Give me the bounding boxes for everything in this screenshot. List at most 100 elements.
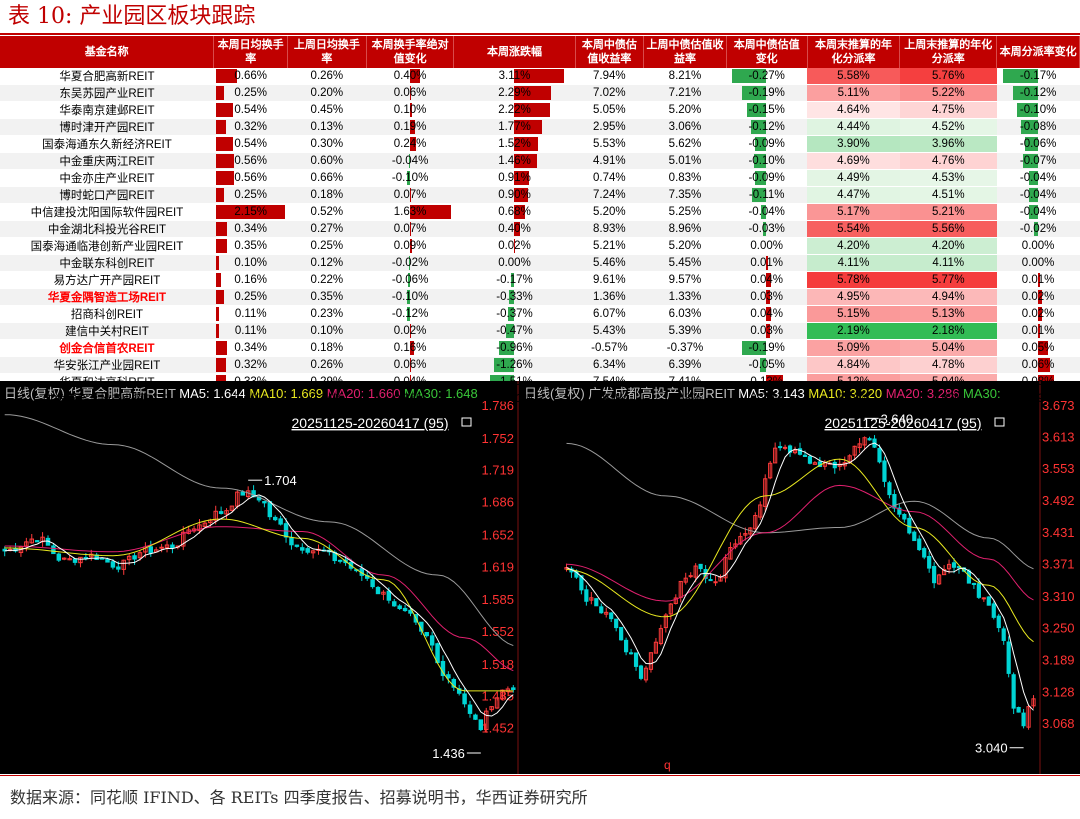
table-row: 华夏合肥高新REIT 0.66% 0.26% 0.40% 3.11% 7.94% 8.21%… [0, 68, 1080, 85]
value-bar [215, 358, 227, 372]
positive-bar [513, 205, 525, 219]
negative-bar [1033, 222, 1038, 236]
table-cell: 4.78% [899, 356, 997, 374]
y-tick-label: 1.752 [481, 431, 514, 446]
negative-bar [751, 120, 767, 134]
table-row: 华泰南京建邺REIT 0.54% 0.45% 0.10% 2.22% 5.05% 5.20%… [0, 101, 1080, 119]
cell-value: 8.21% [668, 70, 702, 82]
candle-body [89, 553, 94, 558]
cell-value: 0.06% [393, 359, 427, 371]
candle-body [753, 515, 758, 530]
candle-body [668, 603, 673, 615]
table-cell: 5.09% [807, 339, 900, 357]
negative-bar [1023, 154, 1038, 168]
cell-value: 0.30% [750, 393, 783, 405]
candle-body [402, 607, 408, 612]
cell-value: -0.10% [748, 155, 785, 167]
heat-fill [899, 357, 997, 373]
cell-value: -0.08% [1019, 121, 1057, 133]
candle-body [170, 544, 175, 549]
title-divider [0, 33, 1080, 35]
table-cell: 华夏合肥高新REIT [0, 68, 214, 85]
table-cell: 4.84% [807, 356, 900, 374]
candle-body [489, 706, 494, 711]
y-tick-label: 3.613 [1042, 430, 1075, 445]
cell-value: 4.64% [837, 104, 870, 116]
candle-body [763, 478, 768, 507]
candle-body [897, 507, 902, 515]
table-cell: 2.95% [575, 118, 644, 136]
cell-value: 华泰南京建邺REIT [59, 105, 155, 117]
cell-value: 5.20% [668, 104, 702, 116]
cell-value: 创金合信首农REIT [59, 343, 155, 355]
table-row: 创金合信首农REIT 0.34% 0.18% 0.16% -0.96% -0.57% -0.… [0, 339, 1080, 357]
candle-body [738, 536, 743, 545]
cell-value: 1.77% [498, 121, 531, 133]
table-cell: -0.10% [366, 288, 454, 306]
positive-bar [766, 273, 772, 287]
table-cell: 0.32% [213, 118, 288, 136]
value-bar [215, 324, 220, 338]
table-cell: 2.19% [807, 322, 900, 340]
cell-value: -0.04% [1019, 189, 1057, 201]
high-label: 1.704 [264, 473, 297, 488]
candle-body [658, 628, 663, 645]
table-cell: 1.33% [643, 288, 727, 306]
positive-bar [513, 103, 550, 117]
table-cell: 0.68% [453, 203, 576, 221]
negative-bar [1029, 171, 1038, 185]
cell-value: 0.02% [393, 325, 427, 337]
table-cell: 6.34% [575, 356, 644, 374]
table-cell: 博时蛇口产园REIT [0, 186, 214, 204]
table-cell: 0.04% [726, 271, 808, 289]
table-cell: 5.22% [899, 84, 997, 102]
heat-fill [807, 357, 900, 373]
cell-value: 0.34% [234, 223, 267, 235]
cell-value: 2.15% [234, 206, 267, 218]
candle-body [922, 548, 927, 558]
cell-value: 1.52% [498, 138, 531, 150]
col-header: 本周末推算的年化分派率 [807, 36, 901, 68]
cell-value: 4.52% [931, 121, 965, 133]
heat-fill [899, 153, 997, 169]
candle-body [1006, 641, 1011, 674]
cell-value: 0.25% [234, 189, 267, 201]
cell-value: -0.47% [496, 325, 533, 337]
candle-body [797, 448, 803, 455]
table-row: 国泰海通临港创新产业园REIT 0.35% 0.25% 0.09% 0.02% 5.21%… [0, 237, 1080, 255]
candle-body [67, 558, 72, 561]
table-cell: 5.45% [643, 254, 727, 272]
table-cell: 4.20% [807, 237, 900, 255]
cell-value: -0.04% [1019, 172, 1057, 184]
cell-value: -0.27% [748, 70, 785, 82]
candle-body [892, 494, 897, 509]
table-cell: 4.47% [807, 186, 900, 204]
cell-value: 1.20% [234, 393, 267, 405]
table-cell: 0.25% [213, 84, 288, 102]
table-cell: 0.52% [287, 203, 367, 221]
candle-body [877, 447, 882, 463]
cell-value: -0.02% [1019, 223, 1057, 235]
cell-value: 0.86% [393, 393, 427, 405]
cell-value: 0.02% [1021, 308, 1055, 320]
cell-value: 4.53% [931, 172, 965, 184]
cell-value: 0.13% [310, 121, 344, 133]
table-cell: 东吴苏园产业REIT [0, 84, 214, 102]
heat-fill [899, 119, 997, 135]
cell-value: 0.22% [310, 274, 344, 286]
candle-body [289, 536, 294, 546]
cell-value: 0.18% [310, 189, 344, 201]
candle-body [484, 710, 489, 731]
cell-value: 中信建投沈阳国际软件园REIT [30, 207, 184, 219]
positive-bar [1037, 341, 1048, 355]
candle-body [235, 491, 240, 507]
cell-value: -0.15% [748, 104, 785, 116]
negative-bar [407, 171, 410, 185]
table-cell: 9.61% [575, 271, 644, 289]
table-cell: 华夏金隅智造工场REIT [0, 288, 214, 306]
y-tick-label: 3.553 [1042, 461, 1075, 476]
cell-value: 4.44% [837, 121, 870, 133]
cell-value: 0.34% [234, 342, 267, 354]
table-row: 中金湖北科投光谷REIT 0.34% 0.27% 0.07% 0.40% 8.93% 8.9… [0, 220, 1080, 238]
cell-value: 5.43% [593, 325, 626, 337]
